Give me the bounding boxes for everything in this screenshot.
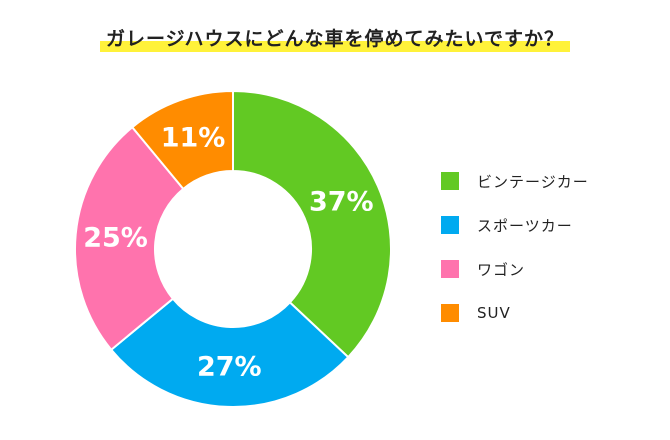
donut-slice-1 [109,297,350,408]
donut-slice-label-1: 27% [197,351,262,382]
chart-title: ガレージハウスにどんな車を停めてみたいですか？ [100,26,570,52]
chart-title-container: ガレージハウスにどんな車を停めてみたいですか？ [0,26,670,52]
donut-slice-3 [130,89,234,191]
legend-label-1: スポーツカー [477,216,573,235]
donut-slice-0 [232,89,392,359]
legend-label-2: ワゴン [477,260,526,279]
donut-slice-2 [74,125,185,352]
donut-slice-label-0: 37% [309,187,374,218]
donut-slice-label-3: 11% [161,122,226,153]
legend-item-3: SUV [441,302,661,324]
donut-slice-label-2: 25% [83,222,148,253]
legend-swatch-2 [441,260,459,278]
legend-item-1: スポーツカー [441,214,661,236]
chart-legend: ビンテージカー スポーツカー ワゴン SUV [441,170,661,346]
legend-swatch-0 [441,172,459,190]
legend-item-0: ビンテージカー [441,170,661,192]
legend-item-2: ワゴン [441,258,661,280]
legend-label-0: ビンテージカー [477,172,589,191]
legend-swatch-1 [441,216,459,234]
legend-swatch-3 [441,304,459,322]
legend-label-3: SUV [477,304,511,322]
